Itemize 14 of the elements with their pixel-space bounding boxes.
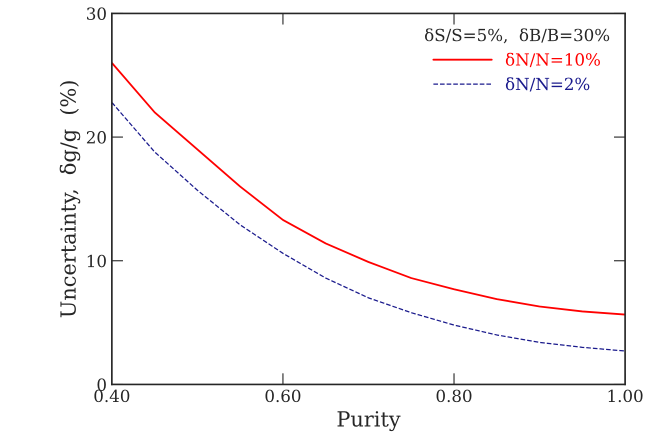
y-axis-title: Uncertainty, δg/g (%) <box>60 81 80 318</box>
y-tick-label: 30 <box>87 7 106 20</box>
x-axis-title: Purity <box>338 411 401 432</box>
legend-label: δN/N=2% <box>506 77 590 92</box>
y-tick-label: 10 <box>88 254 106 268</box>
y-tick-label: 20 <box>86 131 106 144</box>
x-tick-label: 0.80 <box>436 390 472 402</box>
x-tick-label: 0.60 <box>265 390 300 402</box>
line-series <box>112 102 626 352</box>
legend-label: δN/N=10% <box>506 52 600 68</box>
y-tick-label: 0 <box>97 378 106 391</box>
legend-title: δS/S=5%, δB/B=30% <box>425 28 610 44</box>
x-tick-label: 0.40 <box>94 390 130 402</box>
x-tick-label: 1.00 <box>608 390 643 402</box>
